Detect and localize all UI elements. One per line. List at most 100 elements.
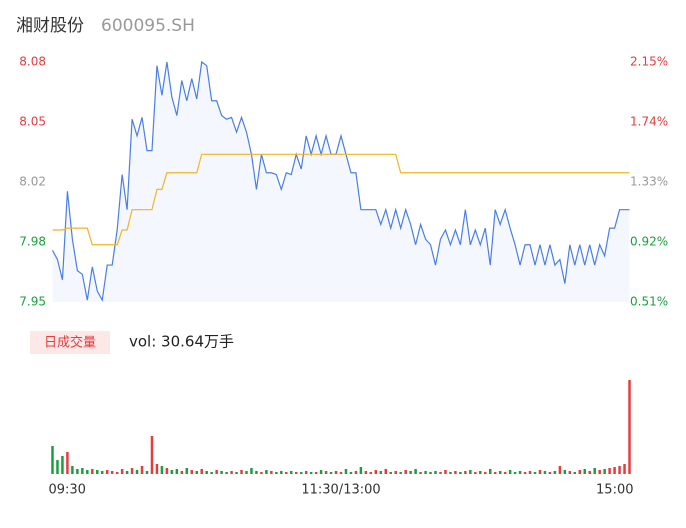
stock-name: 湘财股份 bbox=[16, 16, 84, 36]
volume-bar bbox=[628, 380, 631, 474]
volume-bar bbox=[538, 470, 542, 474]
volume-bar bbox=[424, 471, 427, 474]
volume-bar bbox=[314, 472, 318, 474]
volume-bar bbox=[498, 471, 502, 474]
volume-bar bbox=[593, 468, 596, 474]
volume-bar bbox=[429, 472, 432, 474]
volume-bar bbox=[379, 471, 383, 474]
volume-bar bbox=[105, 470, 109, 474]
volume-bar bbox=[573, 472, 577, 474]
volume-bar bbox=[454, 471, 457, 474]
volume-bar bbox=[81, 468, 84, 474]
volume-bar bbox=[140, 466, 144, 474]
y-tick-label: 7.98 bbox=[19, 235, 46, 249]
volume-bar bbox=[419, 472, 422, 474]
volume-bar bbox=[389, 472, 392, 474]
volume-bar bbox=[513, 472, 517, 474]
volume-bar bbox=[528, 471, 532, 474]
volume-bar bbox=[294, 472, 298, 474]
volume-bar bbox=[230, 471, 233, 474]
volume-bar bbox=[449, 472, 452, 474]
volume-bar bbox=[110, 471, 114, 474]
volume-bar bbox=[304, 471, 308, 474]
volume-bar bbox=[76, 469, 79, 474]
volume-bar bbox=[71, 466, 74, 474]
y2-tick-label: 1.74% bbox=[630, 115, 668, 129]
volume-bar bbox=[150, 436, 154, 474]
volume-bar bbox=[205, 471, 208, 474]
volume-bar bbox=[250, 468, 253, 474]
x-tick-label: 11:30/13:00 bbox=[301, 483, 380, 498]
y-tick-label: 8.05 bbox=[19, 115, 46, 129]
volume-bar bbox=[404, 470, 407, 474]
volume-bar bbox=[488, 469, 492, 474]
volume-bar bbox=[260, 472, 263, 474]
volume-bar bbox=[508, 470, 512, 474]
volume-bar bbox=[170, 470, 174, 474]
volume-button[interactable]: 日成交量 bbox=[44, 335, 96, 351]
volume-bar bbox=[180, 471, 184, 474]
volume-bar bbox=[623, 464, 626, 474]
volume-bar bbox=[96, 470, 99, 474]
volume-bar bbox=[145, 471, 149, 474]
volume-bar bbox=[61, 456, 64, 474]
volume-bar bbox=[324, 471, 328, 474]
y2-tick-label: 0.51% bbox=[630, 295, 668, 309]
volume-bar bbox=[474, 472, 477, 474]
volume-bar bbox=[374, 470, 378, 474]
volume-bar bbox=[464, 471, 467, 474]
volume-bar bbox=[280, 471, 283, 474]
volume-bar bbox=[66, 452, 69, 474]
volume-bar bbox=[245, 471, 248, 474]
volume-bar bbox=[484, 472, 487, 474]
volume-bar bbox=[439, 472, 442, 474]
volume-bar bbox=[518, 471, 522, 474]
volume-bar bbox=[583, 469, 586, 474]
volume-bar bbox=[255, 471, 258, 474]
volume-bar bbox=[225, 472, 228, 474]
volume-bar bbox=[56, 460, 59, 474]
volume-bar bbox=[409, 471, 412, 474]
volume-text: vol: 30.64万手 bbox=[129, 333, 234, 351]
volume-bar bbox=[384, 469, 388, 474]
volume-bar bbox=[210, 472, 213, 474]
volume-bar bbox=[548, 472, 552, 474]
y-tick-label: 8.02 bbox=[19, 175, 46, 189]
volume-bar bbox=[299, 472, 303, 474]
volume-bar bbox=[160, 466, 164, 474]
volume-bar bbox=[200, 469, 203, 474]
volume-bar bbox=[369, 472, 373, 474]
volume-bar bbox=[344, 469, 348, 474]
volume-bar bbox=[165, 468, 169, 474]
volume-bar bbox=[578, 470, 582, 474]
volume-bar bbox=[91, 469, 94, 474]
volume-bar bbox=[130, 468, 134, 474]
volume-bar bbox=[553, 471, 557, 474]
x-tick-label: 09:30 bbox=[48, 483, 85, 498]
volume-bar bbox=[503, 472, 507, 474]
volume-bar bbox=[359, 467, 363, 474]
volume-bar bbox=[120, 469, 124, 474]
volume-bar bbox=[51, 446, 54, 474]
volume-bar bbox=[394, 471, 397, 474]
volume-bar bbox=[523, 472, 527, 474]
volume-bar bbox=[588, 471, 591, 474]
volume-button-bg[interactable] bbox=[30, 331, 110, 354]
volume-bar bbox=[444, 470, 447, 474]
volume-bar bbox=[265, 470, 268, 474]
volume-bar bbox=[543, 471, 547, 474]
volume-bar bbox=[459, 472, 462, 474]
volume-bar bbox=[309, 472, 313, 474]
volume-bar bbox=[100, 471, 104, 474]
volume-bar bbox=[175, 469, 179, 474]
volume-bar bbox=[469, 470, 472, 474]
volume-bar bbox=[354, 471, 358, 474]
volume-bar bbox=[270, 471, 273, 474]
volume-bar bbox=[563, 470, 567, 474]
stock-code: 600095.SH bbox=[101, 16, 195, 36]
volume-bar bbox=[235, 472, 238, 474]
volume-bar bbox=[533, 472, 537, 474]
volume-bar bbox=[319, 470, 323, 474]
price-area bbox=[52, 62, 630, 302]
volume-bar bbox=[603, 469, 606, 474]
